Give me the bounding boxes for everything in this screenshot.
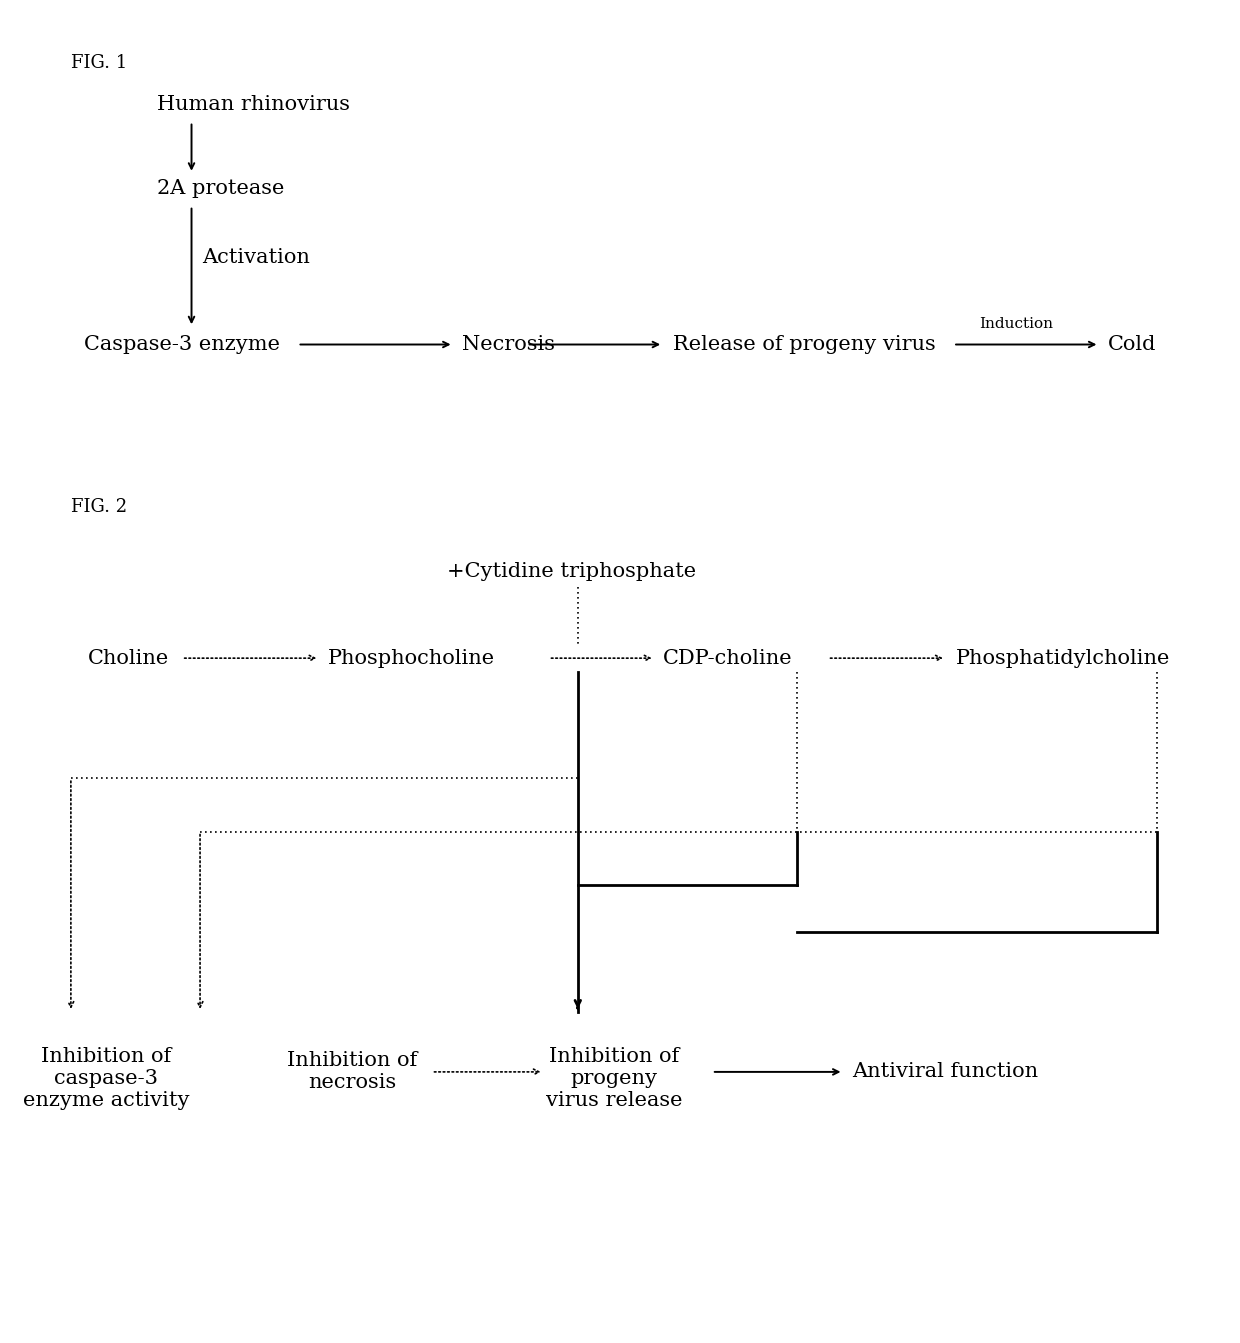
Text: +Cytidine triphosphate: +Cytidine triphosphate (448, 561, 697, 582)
Text: Inhibition of
caspase-3
enzyme activity: Inhibition of caspase-3 enzyme activity (24, 1048, 190, 1111)
Text: FIG. 2: FIG. 2 (71, 498, 126, 516)
Text: Choline: Choline (88, 649, 169, 667)
Text: FIG. 1: FIG. 1 (71, 54, 128, 71)
Text: Caspase-3 enzyme: Caspase-3 enzyme (84, 334, 280, 355)
Text: Phosphocholine: Phosphocholine (329, 649, 495, 667)
Text: Cold: Cold (1107, 334, 1156, 355)
Text: Necrosis: Necrosis (463, 334, 556, 355)
Text: CDP-choline: CDP-choline (663, 649, 792, 667)
Text: Induction: Induction (980, 317, 1054, 332)
Text: Inhibition of
necrosis: Inhibition of necrosis (288, 1052, 418, 1092)
Text: 2A protease: 2A protease (157, 179, 285, 197)
Text: Human rhinovirus: Human rhinovirus (157, 95, 351, 114)
Text: Release of progeny virus: Release of progeny virus (673, 334, 936, 355)
Text: Phosphatidylcholine: Phosphatidylcholine (956, 649, 1169, 667)
Text: Antiviral function: Antiviral function (852, 1062, 1038, 1081)
Text: Inhibition of
progeny
virus release: Inhibition of progeny virus release (546, 1048, 682, 1111)
Text: Activation: Activation (202, 248, 310, 267)
